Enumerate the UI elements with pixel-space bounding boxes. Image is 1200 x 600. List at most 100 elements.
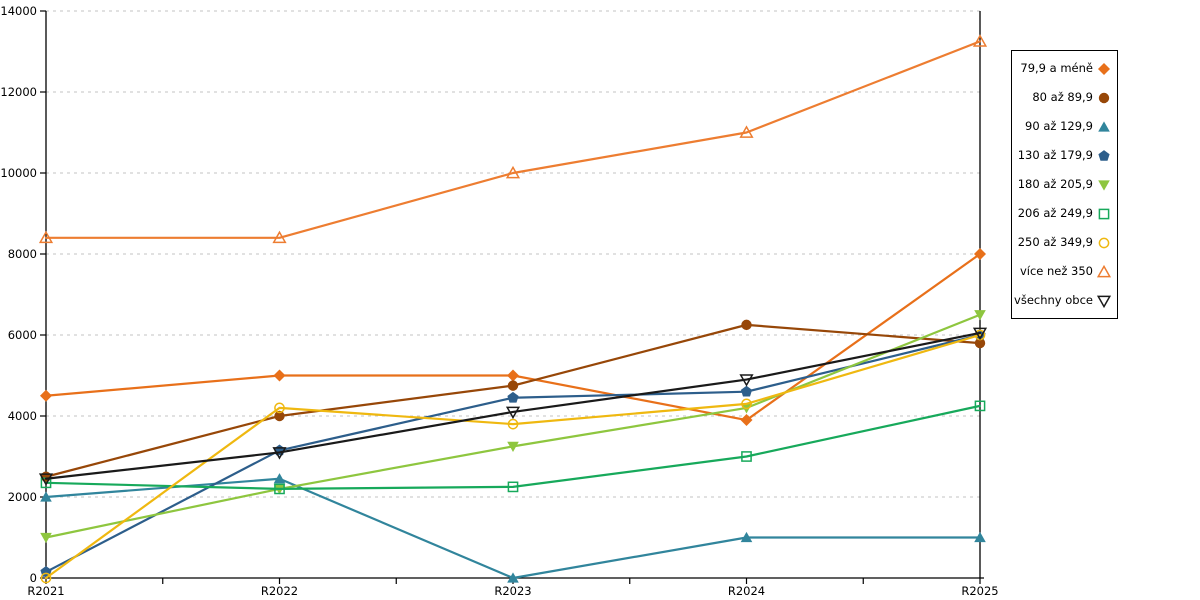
square-marker-icon (1098, 208, 1110, 219)
series-marker (272, 447, 287, 460)
legend-label: 250 až 349,9 (1017, 234, 1093, 249)
circle-marker-icon (1098, 92, 1110, 103)
legend-marker-glyph (1098, 62, 1110, 75)
series-marker (507, 481, 519, 493)
y-tick-label: 14000 (0, 4, 37, 18)
series-marker (507, 391, 519, 403)
triangle-up-marker-icon (1098, 120, 1110, 132)
series-marker (40, 491, 52, 502)
legend-item: 250 až 349,9 (1012, 236, 1117, 250)
series-marker (974, 531, 986, 543)
series-4 (40, 310, 986, 544)
legend-label: 206 až 249,9 (1017, 205, 1093, 220)
series-marker (741, 319, 752, 331)
series-marker (740, 531, 753, 543)
series-3 (40, 329, 986, 577)
series-marker (274, 410, 285, 422)
legend-item: 79,9 a méně (1012, 62, 1117, 76)
legend-item: 180 až 205,9 (1012, 178, 1117, 192)
series-marker (505, 406, 521, 420)
x-tick-label: R2025 (961, 584, 998, 598)
y-tick-label: 0 (30, 571, 37, 585)
circle-marker-icon (1098, 237, 1110, 248)
pentagon-marker-icon (1098, 149, 1110, 161)
series-marker (40, 389, 52, 402)
legend-item: 206 až 249,9 (1012, 207, 1117, 221)
series-marker (274, 483, 285, 495)
legend-label: 180 až 205,9 (1017, 176, 1093, 191)
series-marker (272, 230, 287, 244)
y-tick-label: 8000 (8, 247, 37, 261)
x-tick-label: R2024 (728, 584, 765, 598)
series-marker (274, 402, 285, 414)
series-line (44, 313, 982, 539)
series-marker (974, 337, 986, 349)
legend-label: 80 až 89,9 (1032, 89, 1093, 104)
y-tick-label: 12000 (0, 85, 37, 99)
series-marker (40, 572, 52, 584)
series-marker (740, 414, 753, 427)
legend-marker-glyph (1098, 92, 1110, 103)
legend-label: 79,9 a méně (1020, 60, 1093, 75)
legend-item: 80 až 89,9 (1012, 91, 1117, 105)
series-marker (972, 327, 988, 341)
y-tick-label: 6000 (8, 328, 37, 342)
series-line (44, 40, 982, 239)
legend-marker-glyph (1097, 295, 1111, 308)
series-marker (741, 398, 752, 410)
legend-marker-glyph (1098, 149, 1110, 161)
y-tick-label: 10000 (0, 166, 37, 180)
series-marker (507, 418, 519, 430)
legend-label: více než 350 (1019, 263, 1093, 278)
legend-item: 90 až 129,9 (1012, 120, 1117, 134)
series-2 (40, 473, 986, 583)
legend-item: více než 350 (1012, 263, 1117, 279)
series-5 (40, 400, 986, 495)
series-marker (740, 385, 753, 397)
series-marker (273, 473, 286, 484)
series-7 (38, 34, 988, 244)
series-line (44, 331, 982, 480)
legend-marker-glyph (1098, 120, 1110, 132)
legend-marker-glyph (1097, 264, 1111, 277)
series-marker (739, 374, 754, 387)
y-tick-label: 4000 (8, 409, 37, 423)
series-marker (40, 532, 52, 544)
legend-item: 130 až 179,9 (1012, 149, 1117, 163)
y-tick-label: 2000 (8, 490, 37, 504)
series-marker (38, 230, 54, 244)
series-line (44, 404, 982, 490)
series-marker (972, 34, 988, 47)
series-marker (38, 473, 54, 486)
series-marker (974, 400, 986, 412)
triangle-down-marker-icon (1097, 295, 1111, 308)
x-tick-label: R2021 (27, 584, 64, 598)
series-marker (507, 380, 519, 391)
series-marker (739, 125, 754, 138)
x-tick-label: R2023 (494, 584, 531, 598)
series-marker (273, 369, 286, 382)
legend-label: 130 až 179,9 (1017, 147, 1093, 162)
series-marker (507, 441, 519, 452)
series-marker (974, 310, 986, 321)
x-tick-label: R2022 (261, 584, 298, 598)
series-marker (741, 451, 752, 462)
legend-label: 90 až 129,9 (1025, 118, 1093, 133)
series-line (44, 333, 982, 580)
series-line (44, 477, 982, 580)
series-marker (974, 248, 986, 260)
legend-label: všechny obce (1014, 292, 1093, 307)
series-8 (38, 327, 988, 486)
series-6 (40, 329, 986, 584)
legend-item: všechny obce (1012, 294, 1117, 308)
triangle-up-marker-icon (1097, 264, 1111, 277)
series-marker (505, 165, 521, 179)
legend-marker-glyph (1098, 237, 1110, 248)
diamond-marker-icon (1098, 62, 1110, 75)
series-marker (507, 572, 519, 583)
legend-marker-glyph (1098, 179, 1110, 191)
legend-marker-glyph (1098, 208, 1110, 219)
series-marker (507, 369, 519, 382)
